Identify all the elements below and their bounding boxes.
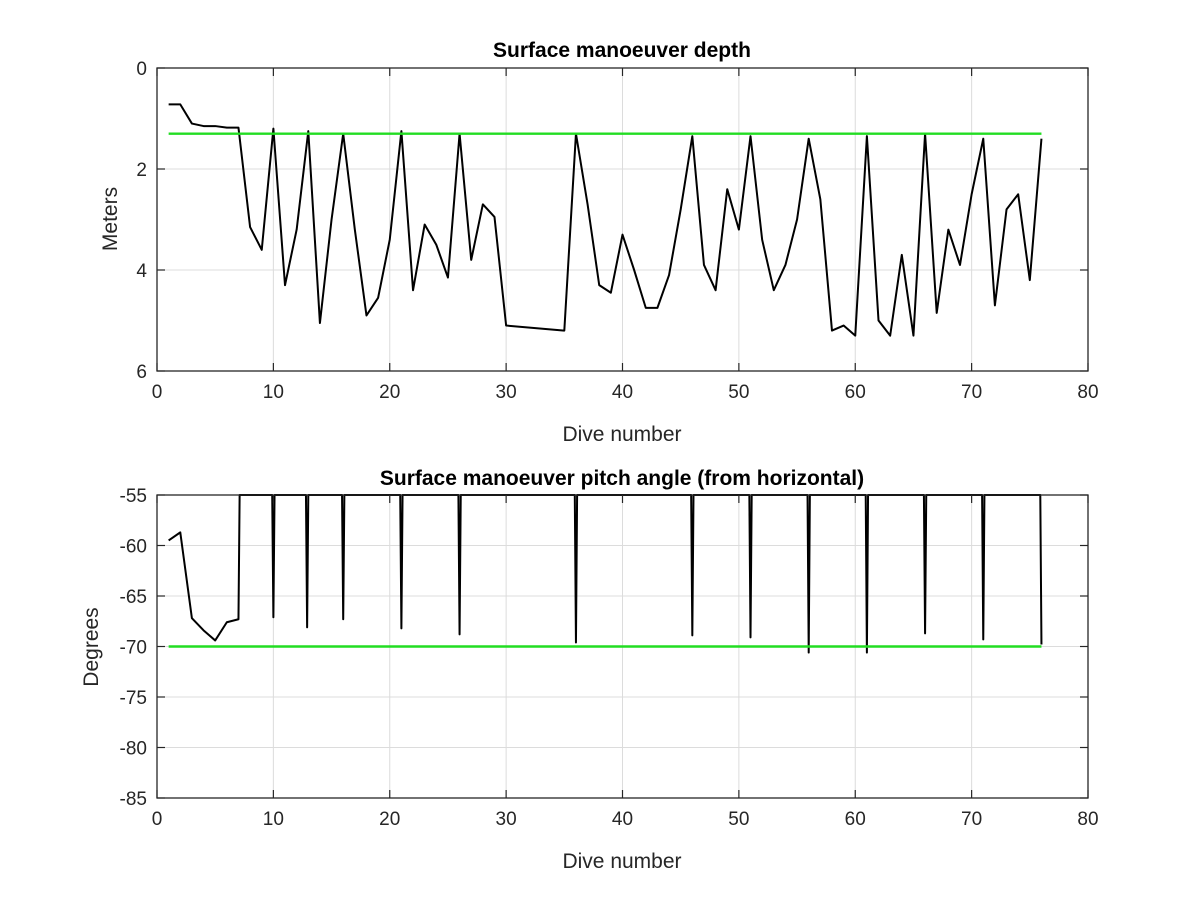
y-tick-label: -55	[120, 486, 147, 507]
x-tick-label: 40	[612, 809, 633, 830]
y-tick-label: -70	[120, 638, 147, 659]
pitch-x-axis-label: Dive number	[562, 850, 681, 873]
depth-series-group	[168, 103, 1043, 337]
y-tick-label: -60	[120, 537, 147, 558]
x-tick-label: 0	[152, 382, 163, 403]
depth-y-axis-label: Meters	[99, 187, 122, 251]
x-tick-label: 40	[612, 382, 633, 403]
y-tick-label: -65	[120, 587, 147, 608]
x-tick-label: 10	[263, 809, 284, 830]
x-tick-label: 0	[152, 809, 163, 830]
x-tick-label: 80	[1077, 382, 1098, 403]
y-tick-label: -80	[120, 739, 147, 760]
x-tick-label: 20	[379, 382, 400, 403]
depth-chart-title: Surface manoeuver depth	[493, 39, 751, 62]
pitch-y-axis-label: Degrees	[80, 607, 103, 686]
y-tick-label: 6	[136, 362, 147, 383]
x-tick-label: 60	[845, 382, 866, 403]
x-tick-label: 10	[263, 382, 284, 403]
y-tick-label: 2	[136, 160, 147, 181]
depth-subplot: 0 10 20 30 40 50 60 70 80 0 2 4 6 Surface manoeuver …	[99, 39, 1099, 446]
data-series-line	[168, 103, 1043, 337]
x-tick-label: 70	[961, 809, 982, 830]
x-tick-label: 30	[496, 809, 517, 830]
x-tick-label: 30	[496, 382, 517, 403]
x-tick-label: 20	[379, 809, 400, 830]
x-tick-label: 50	[728, 809, 749, 830]
pitch-ticks: 0 10 20 30 40 50 60 70 80 -55 -60 -65 -70 -75 -80 -85	[120, 486, 1099, 830]
y-tick-label: 4	[136, 261, 147, 282]
y-tick-label: -85	[120, 789, 147, 810]
depth-grid	[157, 68, 1088, 371]
x-tick-label: 70	[961, 382, 982, 403]
depth-x-axis-label: Dive number	[562, 423, 681, 446]
y-tick-label: 0	[136, 59, 147, 80]
x-tick-label: 50	[728, 382, 749, 403]
pitch-chart-title: Surface manoeuver pitch angle (from hori…	[380, 467, 864, 490]
y-tick-label: -75	[120, 688, 147, 709]
pitch-subplot: 0 10 20 30 40 50 60 70 80 -55 -60 -65 -70 -75 -80 -85 S…	[80, 467, 1099, 873]
x-tick-label: 60	[845, 809, 866, 830]
depth-ticks: 0 10 20 30 40 50 60 70 80 0 2 4 6	[136, 59, 1098, 403]
x-tick-label: 80	[1077, 809, 1098, 830]
